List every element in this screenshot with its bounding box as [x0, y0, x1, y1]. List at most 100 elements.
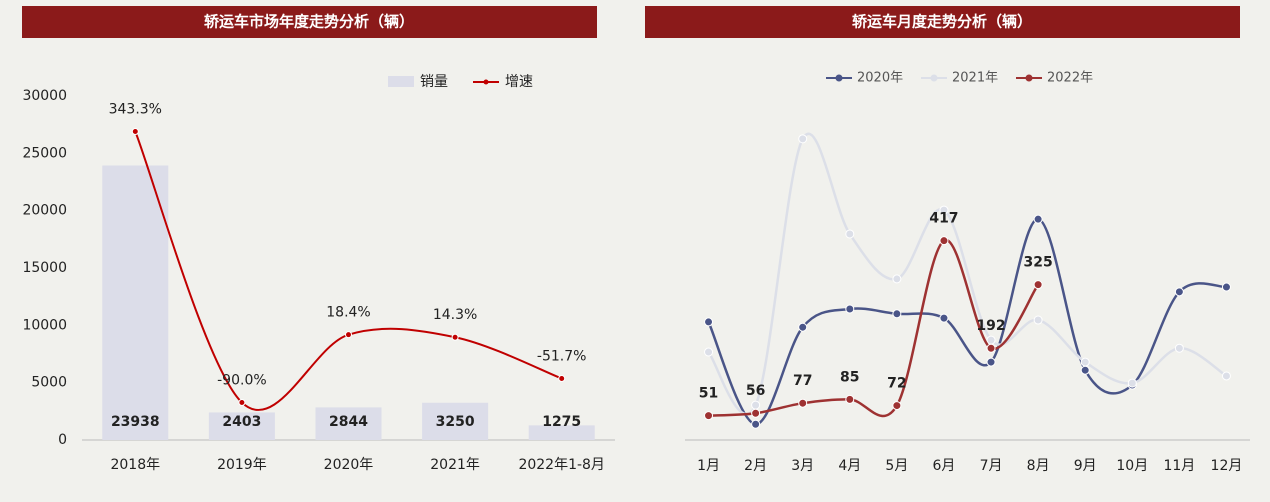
line	[707, 217, 1227, 426]
y-tick-label: 30000	[22, 88, 67, 104]
marker	[939, 313, 949, 323]
bar	[208, 412, 275, 440]
legend-marker	[835, 74, 843, 82]
marker	[751, 400, 761, 410]
data-label: 18.4%	[326, 305, 370, 321]
title-bar	[22, 6, 597, 38]
marker	[1174, 343, 1184, 353]
legend-marker	[1025, 74, 1033, 82]
x-tick-label: 7月	[980, 458, 1003, 474]
x-tick-label: 2月	[744, 458, 767, 474]
title-bar	[645, 6, 1240, 38]
x-tick-label: 3月	[791, 458, 814, 474]
line	[134, 131, 563, 411]
marker	[1033, 280, 1043, 290]
marker	[751, 419, 761, 429]
marker	[131, 127, 139, 135]
marker	[1080, 357, 1090, 367]
x-tick-label: 2018年	[110, 457, 160, 473]
data-label: -90.0%	[217, 372, 267, 388]
marker	[892, 309, 902, 319]
marker	[845, 304, 855, 314]
data-label: 51	[699, 386, 718, 402]
legend-label: 2022年	[1047, 71, 1093, 86]
data-label: 2844	[329, 414, 368, 430]
x-tick-label: 2022年1-8月	[518, 457, 605, 473]
legend-swatch	[388, 76, 414, 87]
data-label: 77	[793, 373, 812, 389]
x-tick-label: 8月	[1027, 458, 1050, 474]
y-tick-label: 25000	[22, 145, 67, 161]
marker	[1127, 378, 1137, 388]
x-tick-label: 11月	[1163, 458, 1195, 474]
marker	[704, 411, 714, 421]
bar	[102, 165, 169, 441]
marker	[986, 357, 996, 367]
bar	[528, 425, 595, 440]
legend-label: 增速	[505, 74, 533, 90]
marker	[892, 401, 902, 411]
bar	[315, 407, 382, 440]
marker	[1033, 315, 1043, 325]
x-tick-label: 2020年	[324, 457, 374, 473]
y-tick-label: 10000	[22, 317, 67, 333]
marker	[1080, 365, 1090, 375]
chart-title: 轿运车月度走势分析（辆）	[852, 13, 1032, 31]
legend-label: 2020年	[857, 71, 903, 86]
marker	[238, 398, 246, 406]
marker	[939, 205, 949, 215]
marker	[704, 347, 714, 357]
x-tick-label: 12月	[1211, 458, 1243, 474]
marker	[798, 134, 808, 144]
data-label: 192	[976, 318, 1005, 334]
marker	[1033, 214, 1043, 224]
marker	[1221, 371, 1231, 381]
data-label: 417	[929, 211, 958, 227]
legend-marker	[483, 79, 489, 85]
marker	[451, 333, 459, 341]
marker	[986, 335, 996, 345]
marker	[1221, 282, 1231, 292]
legend-marker	[930, 74, 938, 82]
x-tick-label: 9月	[1074, 458, 1097, 474]
data-label: 14.3%	[433, 307, 477, 323]
x-tick-label: 6月	[932, 458, 955, 474]
data-label: 325	[1024, 255, 1053, 271]
marker	[751, 408, 761, 418]
data-label: 2403	[222, 414, 261, 430]
marker	[1174, 287, 1184, 297]
line	[707, 132, 1228, 416]
x-tick-label: 5月	[885, 458, 908, 474]
data-label: 343.3%	[109, 101, 162, 117]
chart-title: 轿运车市场年度走势分析（辆）	[204, 13, 414, 31]
data-label: 23938	[111, 414, 160, 430]
marker	[892, 274, 902, 284]
marker	[986, 343, 996, 353]
data-label: 85	[840, 369, 859, 385]
data-label: 72	[887, 376, 906, 392]
legend-label: 2021年	[952, 71, 998, 86]
x-tick-label: 2019年	[217, 457, 267, 473]
x-tick-label: 2021年	[430, 457, 480, 473]
bar	[422, 402, 489, 440]
x-tick-label: 10月	[1116, 458, 1148, 474]
data-label: 56	[746, 383, 765, 399]
marker	[798, 322, 808, 332]
marker	[939, 236, 949, 246]
marker	[704, 317, 714, 327]
y-tick-label: 20000	[22, 203, 67, 219]
marker	[345, 331, 352, 339]
data-label: 1275	[542, 414, 581, 430]
data-label: -51.7%	[537, 349, 587, 365]
marker	[845, 229, 855, 239]
y-tick-label: 5000	[31, 375, 67, 391]
y-tick-label: 15000	[22, 260, 67, 276]
marker	[558, 375, 566, 383]
x-tick-label: 1月	[697, 458, 720, 474]
x-tick-label: 4月	[838, 458, 861, 474]
y-tick-label: 0	[58, 432, 67, 448]
marker	[845, 394, 855, 404]
marker	[798, 398, 808, 408]
legend-label: 销量	[420, 74, 448, 90]
